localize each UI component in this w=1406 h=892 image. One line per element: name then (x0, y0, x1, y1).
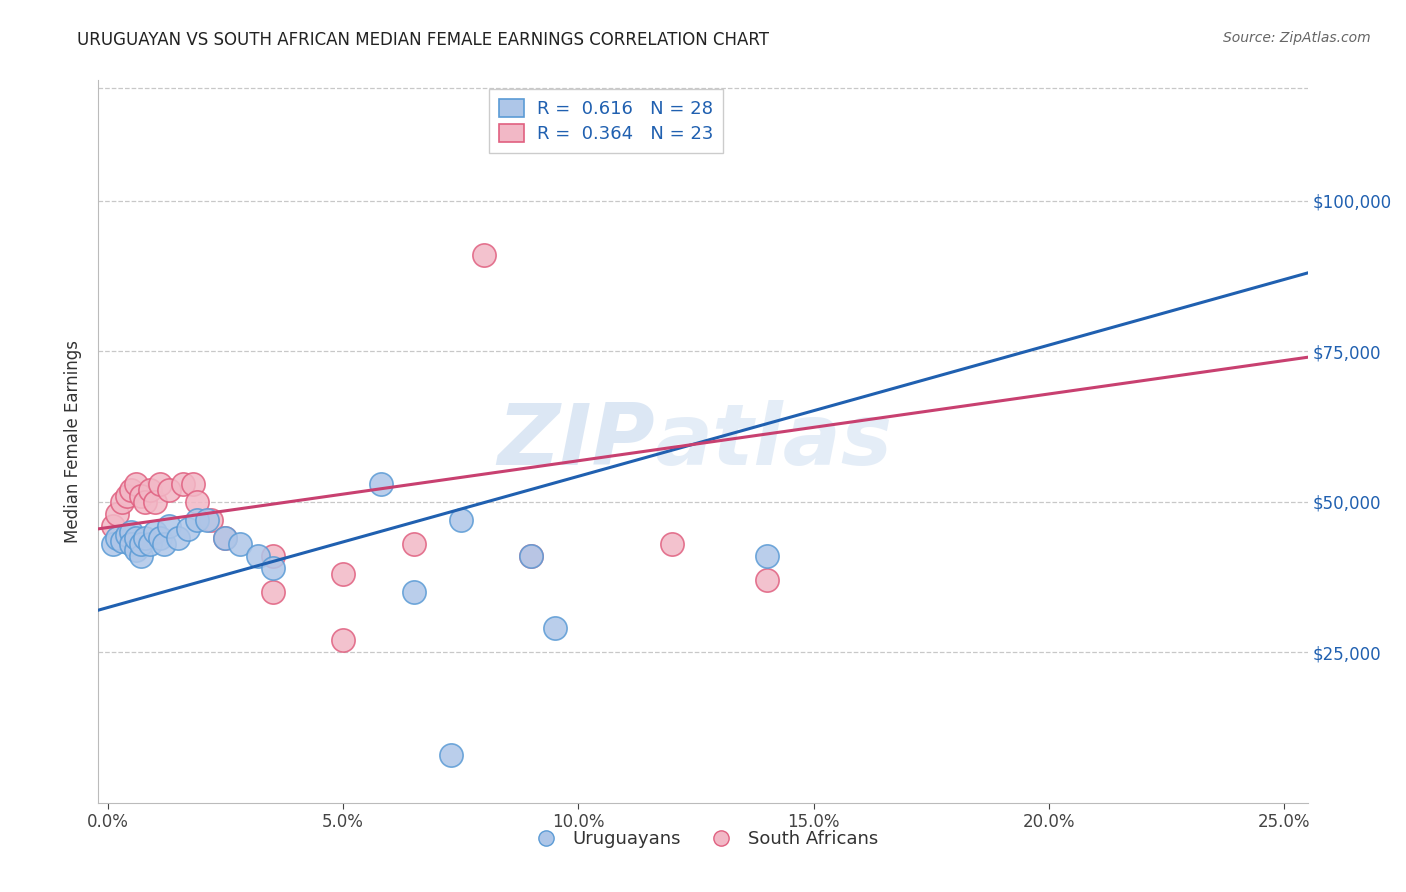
Point (195, 513, 218, 527)
Point (167, 531, 190, 545)
Point (120, 483, 142, 497)
Legend: Uruguayans, South Africans: Uruguayans, South Africans (520, 822, 886, 855)
Point (262, 549, 284, 563)
Point (153, 537, 176, 551)
Point (200, 513, 222, 527)
Point (143, 494, 166, 508)
Text: Source: ZipAtlas.com: Source: ZipAtlas.com (1223, 31, 1371, 45)
Point (105, 531, 128, 545)
Point (129, 549, 152, 563)
Point (450, 513, 472, 527)
Text: URUGUAYAN VS SOUTH AFRICAN MEDIAN FEMALE EARNINGS CORRELATION CHART: URUGUAYAN VS SOUTH AFRICAN MEDIAN FEMALE… (77, 31, 769, 49)
Point (262, 561, 284, 575)
Point (101, 537, 124, 551)
Point (157, 483, 180, 497)
Point (120, 537, 142, 551)
Point (370, 476, 392, 491)
Text: atlas: atlas (655, 400, 893, 483)
Point (332, 633, 354, 648)
Point (115, 528, 138, 542)
Point (143, 524, 166, 539)
Point (181, 476, 204, 491)
Point (129, 537, 152, 551)
Point (186, 494, 208, 508)
Text: ZIP: ZIP (496, 400, 655, 483)
Point (111, 533, 134, 548)
Point (120, 524, 142, 539)
Point (177, 522, 200, 536)
Y-axis label: Median Female Earnings: Median Female Earnings (65, 340, 83, 543)
Point (228, 537, 250, 551)
Point (149, 531, 172, 545)
Point (520, 549, 543, 563)
Point (755, 573, 778, 587)
Point (755, 549, 778, 563)
Point (111, 494, 134, 508)
Point (125, 476, 148, 491)
Point (172, 476, 194, 491)
Point (402, 537, 425, 551)
Point (544, 621, 567, 635)
Point (125, 542, 148, 557)
Point (186, 513, 208, 527)
Point (115, 489, 138, 503)
Point (139, 537, 162, 551)
Point (214, 531, 236, 545)
Point (101, 518, 124, 533)
Point (149, 476, 172, 491)
Point (661, 537, 683, 551)
Point (105, 507, 128, 521)
Point (157, 518, 180, 533)
Point (247, 549, 270, 563)
Point (139, 483, 162, 497)
Point (129, 489, 152, 503)
Point (262, 585, 284, 599)
Point (520, 549, 543, 563)
Point (402, 585, 425, 599)
Point (214, 531, 236, 545)
Point (125, 531, 148, 545)
Point (472, 248, 495, 262)
Point (134, 531, 156, 545)
Point (332, 567, 354, 582)
Point (134, 494, 156, 508)
Point (440, 747, 463, 762)
